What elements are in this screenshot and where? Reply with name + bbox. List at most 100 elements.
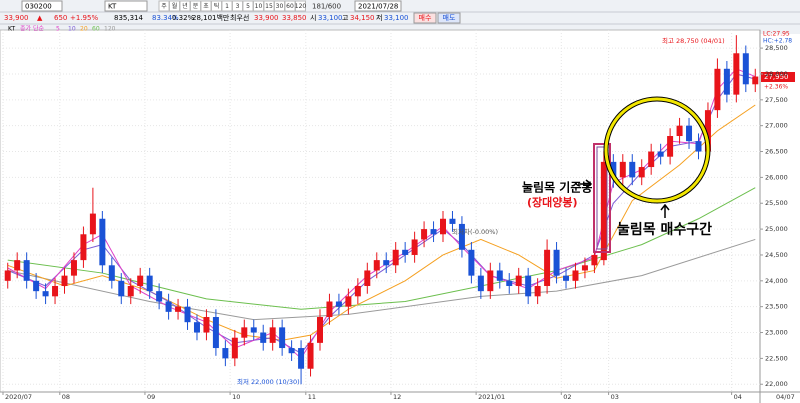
quote-item: 28,101백만 xyxy=(192,13,230,22)
annotation-max: 최고 28,750 (04/01) xyxy=(662,36,725,45)
period-label: 15 xyxy=(265,3,273,10)
x-tick-label: 12 xyxy=(393,393,401,401)
stock-code: 030200 xyxy=(25,3,52,11)
y-tick-label: 23,000 xyxy=(765,329,788,337)
candle-body xyxy=(506,280,513,286)
candle-body xyxy=(553,249,560,276)
period-label: 틱 xyxy=(214,3,220,10)
legend-entry: 120 xyxy=(104,26,116,33)
candle-body xyxy=(118,280,125,297)
period-label: 분 xyxy=(193,3,199,10)
trade-button[interactable] xyxy=(413,12,437,24)
candle-body xyxy=(629,161,636,178)
candle-body xyxy=(676,125,683,137)
candle-body xyxy=(477,275,484,292)
x-tick-label: 10 xyxy=(232,393,240,401)
candle-body xyxy=(402,249,409,255)
candle-body xyxy=(449,218,456,224)
candle-body xyxy=(610,161,617,178)
change-label: +2.36% xyxy=(764,84,788,91)
candle-body xyxy=(260,332,267,343)
quote-item: 고 xyxy=(342,14,349,22)
candle-body xyxy=(108,265,115,281)
candle-body xyxy=(203,317,210,333)
candle-body xyxy=(241,327,248,338)
candle-body xyxy=(563,275,570,281)
candle-body xyxy=(146,275,153,292)
candle-body xyxy=(335,301,342,307)
candle-body xyxy=(421,229,428,240)
x-tick-label: 2021/01 xyxy=(478,393,505,401)
y-tick-label: 25,500 xyxy=(765,199,788,207)
candle-body xyxy=(364,270,371,286)
stock-name: KT xyxy=(108,3,117,11)
legend-title: 종가 단순 xyxy=(20,25,44,33)
candle-body xyxy=(487,270,494,292)
y-tick-label: 24,000 xyxy=(765,277,788,285)
quote-item: 저 xyxy=(376,13,382,22)
plot-area xyxy=(0,29,761,393)
x-tick-label: 09 xyxy=(147,393,155,401)
candle-body xyxy=(411,239,418,255)
y-tick-label: 27,000 xyxy=(765,122,788,130)
legend-entry: 60 xyxy=(92,26,100,33)
annotation-mid: 최저차(-0.00%) xyxy=(452,227,498,236)
candle-body xyxy=(184,306,191,323)
candle-body xyxy=(468,249,475,276)
candle-body xyxy=(298,348,305,369)
candle-body xyxy=(269,327,276,343)
candle-body xyxy=(89,213,96,235)
legend-name: KT xyxy=(8,26,15,33)
candle-body xyxy=(156,291,163,302)
candle-body xyxy=(600,161,607,261)
candle-body xyxy=(165,301,172,312)
y-tick-label: 27,500 xyxy=(765,96,788,104)
count: 181/600 xyxy=(312,3,341,11)
candle-body xyxy=(723,68,730,95)
period-label: 초 xyxy=(203,3,209,10)
candle-body xyxy=(80,234,87,261)
y-tick-label: 22,500 xyxy=(765,354,788,362)
arrow-up xyxy=(660,203,670,218)
annotation-min: 최저 22,000 (10/30) xyxy=(237,377,300,386)
chart xyxy=(2,30,760,392)
candle-body xyxy=(525,275,532,297)
candle-body xyxy=(231,337,238,359)
candle-body xyxy=(99,218,106,266)
candle-body xyxy=(345,296,352,307)
x-tick-label: 02 xyxy=(563,393,571,401)
y-tick-label: 24,500 xyxy=(765,251,788,259)
quote-item: +1.95% xyxy=(70,14,98,22)
quote-item: 시 xyxy=(310,14,316,22)
candle-body xyxy=(392,249,399,266)
period-label: 주 xyxy=(161,3,167,10)
code-box xyxy=(21,0,63,12)
zone-circle xyxy=(604,97,710,203)
period-label: 년 xyxy=(182,2,188,10)
candle-body xyxy=(137,275,144,286)
y-tick-label: 23,500 xyxy=(765,303,788,311)
candle-body xyxy=(667,136,674,157)
period-label: 1 xyxy=(225,3,229,10)
quote-item: 33,850 xyxy=(282,14,307,22)
period-button[interactable] xyxy=(295,0,306,12)
price-label-box xyxy=(761,72,795,82)
candle-body xyxy=(742,53,749,85)
quote-item: ▲ xyxy=(37,14,43,22)
x-tick-label: 04 xyxy=(734,393,742,401)
date: 2021/07/28 xyxy=(358,3,398,11)
quote-item: 33,100 xyxy=(384,14,409,22)
candle-body xyxy=(591,254,598,266)
candle-body xyxy=(354,285,361,297)
candle-body xyxy=(212,317,219,349)
quote-item: 34,150 xyxy=(350,14,375,22)
candle-body xyxy=(572,270,579,281)
quote-item: 650 xyxy=(54,14,67,22)
trade-button[interactable] xyxy=(437,12,461,24)
y-tick-label: 28,500 xyxy=(765,44,788,52)
candle-body xyxy=(23,260,30,281)
candle-body xyxy=(686,125,693,142)
candle-body xyxy=(33,280,40,292)
candle-body xyxy=(316,317,323,343)
